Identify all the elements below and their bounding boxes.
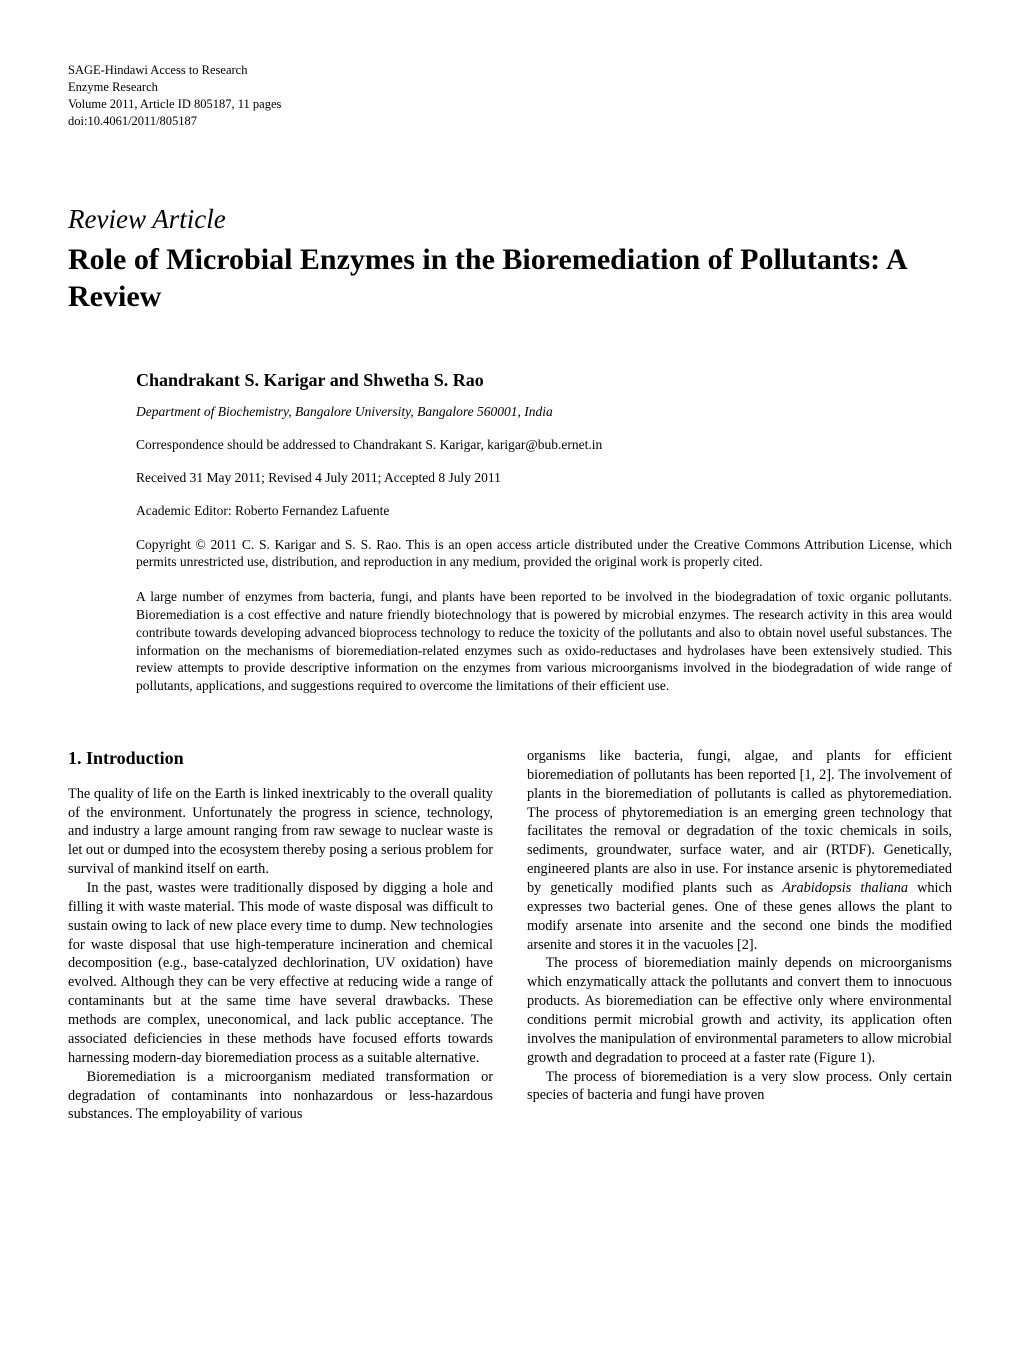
paragraph: Bioremediation is a microorganism mediat… xyxy=(68,1068,493,1125)
copyright-notice: Copyright © 2011 C. S. Karigar and S. S.… xyxy=(136,536,952,572)
paragraph: In the past, wastes were traditionally d… xyxy=(68,879,493,1068)
journal-header: SAGE-Hindawi Access to Research Enzyme R… xyxy=(68,62,952,130)
volume-line: Volume 2011, Article ID 805187, 11 pages xyxy=(68,96,952,113)
correspondence: Correspondence should be addressed to Ch… xyxy=(136,437,952,453)
article-dates: Received 31 May 2011; Revised 4 July 201… xyxy=(136,470,952,486)
affiliation: Department of Biochemistry, Bangalore Un… xyxy=(136,404,952,420)
academic-editor: Academic Editor: Roberto Fernandez Lafue… xyxy=(136,503,952,519)
article-title: Role of Microbial Enzymes in the Bioreme… xyxy=(68,241,952,316)
species-name: Arabidopsis thaliana xyxy=(782,880,908,896)
paragraph: The process of bioremediation is a very … xyxy=(527,1068,952,1106)
article-type: Review Article xyxy=(68,204,952,235)
left-column: 1. Introduction The quality of life on t… xyxy=(68,747,493,1124)
abstract: A large number of enzymes from bacteria,… xyxy=(136,588,952,695)
doi-line: doi:10.4061/2011/805187 xyxy=(68,113,952,130)
journal-line: Enzyme Research xyxy=(68,79,952,96)
text-run: organisms like bacteria, fungi, algae, a… xyxy=(527,748,952,896)
paragraph: The process of bioremediation mainly dep… xyxy=(527,954,952,1067)
paragraph: The quality of life on the Earth is link… xyxy=(68,785,493,879)
right-column: organisms like bacteria, fungi, algae, a… xyxy=(527,747,952,1124)
authors: Chandrakant S. Karigar and Shwetha S. Ra… xyxy=(136,370,952,391)
body-two-column: 1. Introduction The quality of life on t… xyxy=(68,747,952,1124)
publisher-line: SAGE-Hindawi Access to Research xyxy=(68,62,952,79)
paragraph: organisms like bacteria, fungi, algae, a… xyxy=(527,747,952,954)
section-heading: 1. Introduction xyxy=(68,747,493,771)
